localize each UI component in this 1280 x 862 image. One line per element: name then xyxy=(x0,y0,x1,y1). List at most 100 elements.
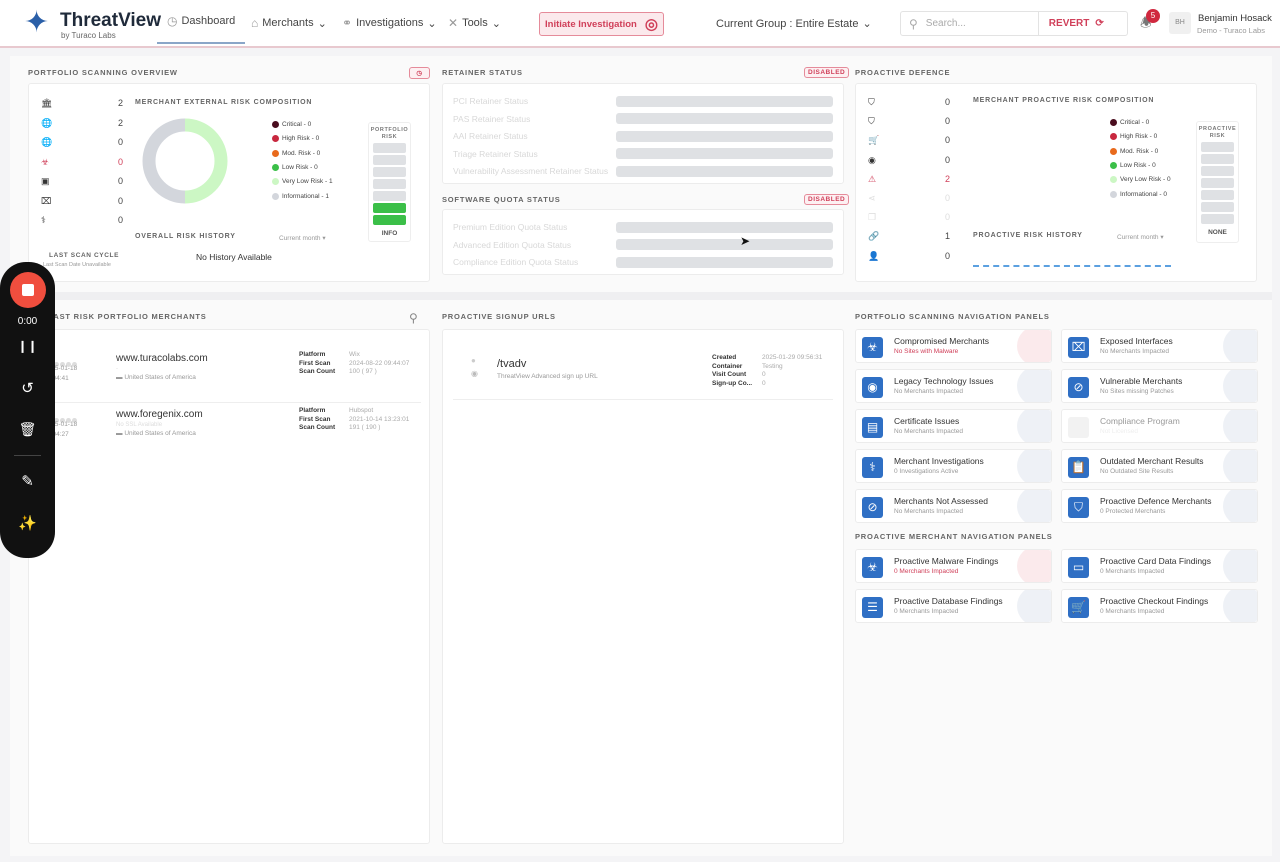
nav-tools[interactable]: ✕ Tools ⌄ xyxy=(448,16,501,30)
proactive-period-dropdown[interactable]: Current month ▾ xyxy=(1117,234,1164,241)
stat-value: 0 xyxy=(944,135,950,146)
nav-panel-certificate-issues[interactable]: ▤ Certificate Issues No Merchants Impacted xyxy=(855,409,1052,443)
merchant-url[interactable]: www.turacolabs.com xyxy=(116,353,208,364)
panel-sub: 0 Investigations Active xyxy=(894,468,959,475)
stat-row[interactable]: 🌐 0 xyxy=(41,137,123,148)
status-label: AAI Retainer Status xyxy=(453,131,528,142)
signup-details: Created 2025-01-29 09:56:31 Container Testi… xyxy=(712,354,822,388)
first-scan-label: First Scan xyxy=(299,359,331,367)
legend-label: High Risk - 0 xyxy=(1120,133,1158,141)
nav-panel-proactive-database-findings[interactable]: ☰ Proactive Database Findings 0 Merchants … xyxy=(855,589,1052,623)
stat-row[interactable]: 👤 0 xyxy=(868,251,950,262)
risk-level-bar xyxy=(373,203,406,213)
panel-name: Exposed Interfaces xyxy=(1100,336,1173,346)
merchant-url[interactable]: www.foregenix.com xyxy=(116,409,203,420)
panel-name: Proactive Database Findings xyxy=(894,596,1003,606)
stat-row[interactable]: ☣ 0 xyxy=(41,157,123,168)
nav-investigations[interactable]: ⚭ Investigations ⌄ xyxy=(342,16,437,30)
pause-icon[interactable]: ❙❙ xyxy=(17,339,38,353)
info-toggle-button[interactable]: ◷ xyxy=(409,67,430,79)
merchant-row[interactable]: ▦ 2025-01-18 ◷ 12:04:27 www.foregenix.co… xyxy=(29,403,429,459)
risk-level: INFO xyxy=(381,230,398,237)
stat-row[interactable]: 🔗 1 xyxy=(868,231,950,242)
platform: Hubspot xyxy=(349,407,374,414)
risk-donut-chart xyxy=(142,118,228,204)
stat-value: 2 xyxy=(944,173,950,184)
stat-value: 0 xyxy=(944,193,950,203)
panel-watermark xyxy=(1017,590,1051,622)
stop-recording-button[interactable] xyxy=(10,272,46,308)
nav-dashboard[interactable]: ◷ Dashboard xyxy=(157,0,246,44)
panel-sub: 0 Merchants Impacted xyxy=(894,568,959,575)
stat-row[interactable]: ⋖ 0 xyxy=(868,193,950,204)
risk-level-bar xyxy=(1201,166,1234,176)
bell-icon[interactable]: 🕭 xyxy=(1140,15,1152,30)
nav-panel-compliance-program[interactable]: Compliance Program Not Licensed xyxy=(1061,409,1258,443)
nav-panel-compromised-merchants[interactable]: ☣ Compromised Merchants No Sites with Malw… xyxy=(855,329,1052,363)
merchant-row[interactable]: ▦ 2025-01-18 ◷ 12:04:41 www.turacolabs.c… xyxy=(36,347,421,403)
stat-row[interactable]: ⚕ 0 xyxy=(41,215,123,226)
legend-label: Low Risk - 0 xyxy=(1120,161,1156,169)
risk-level-bar xyxy=(1201,142,1234,152)
nav-panel-outdated-merchant-results[interactable]: 📋 Outdated Merchant Results No Outdated Si… xyxy=(1061,449,1258,483)
app-title: ThreatView xyxy=(60,10,162,31)
stat-row[interactable]: 🌐 2 xyxy=(41,118,123,129)
nav-panel-proactive-defence-merchants[interactable]: ⛉ Proactive Defence Merchants 0 Protected … xyxy=(1061,489,1258,523)
legend-swatch xyxy=(272,163,279,171)
initiate-investigation-button[interactable]: Initiate Investigation ◎ xyxy=(539,12,664,36)
stat-row[interactable]: ⌧ 0 xyxy=(41,196,123,207)
stat-row[interactable]: ▣ 0 xyxy=(41,176,123,187)
avatar[interactable]: BH xyxy=(1169,12,1191,34)
signup-path[interactable]: /tvadv xyxy=(497,358,527,370)
legend-item: Critical - 0 xyxy=(272,121,311,128)
nav-panel-legacy-technology-issues[interactable]: ◉ Legacy Technology Issues No Merchants Im… xyxy=(855,369,1052,403)
search-icon[interactable]: ⚲ xyxy=(409,311,418,325)
merchant-country: ▬ United States of America xyxy=(116,430,196,437)
proactive-title: PROACTIVE DEFENCE xyxy=(855,68,951,77)
group-selector[interactable]: Current Group : Entire Estate ⌄ xyxy=(716,17,872,31)
nav-panel-proactive-checkout-findings[interactable]: 🛒 Proactive Checkout Findings 0 Merchants … xyxy=(1061,589,1258,623)
pen-icon[interactable]: ✎ xyxy=(21,473,34,490)
merchant-details: Platform Hubspot First Scan 2021-10-14 13:2… xyxy=(299,407,409,433)
nav-panel-merchant-investigations[interactable]: ⚕ Merchant Investigations 0 Investigations… xyxy=(855,449,1052,483)
revert-button[interactable]: REVERT ⟳ xyxy=(1037,12,1114,35)
risk-level-bar xyxy=(373,215,406,225)
nav-panel-proactive-card-data-findings[interactable]: ▭ Proactive Card Data Findings 0 Merchants… xyxy=(1061,549,1258,583)
stat-row[interactable]: ❐ 0 xyxy=(868,212,950,223)
legend-swatch xyxy=(1110,176,1117,184)
signup-title: PROACTIVE SIGNUP URLS xyxy=(442,312,556,321)
created-label: Created xyxy=(712,354,737,361)
stat-row[interactable]: ⛉ 0 xyxy=(868,97,950,108)
stat-value: 0 xyxy=(944,97,950,107)
status-bar xyxy=(616,165,833,177)
panel-name: Merchant Investigations xyxy=(894,456,984,466)
period-dropdown[interactable]: Current month ▾ xyxy=(279,235,326,242)
legend-item: Informational - 1 xyxy=(272,192,329,200)
stat-row[interactable]: ◉ 0 xyxy=(868,155,950,166)
stat-row[interactable]: 🛒 0 xyxy=(868,135,950,146)
effects-icon[interactable]: ✨ xyxy=(18,515,37,532)
chevron-down-icon: ⌄ xyxy=(491,17,501,30)
nav-panel-vulnerable-merchants[interactable]: ⊘ Vulnerable Merchants No Sites missing Pa… xyxy=(1061,369,1258,403)
nav-panel-exposed-interfaces[interactable]: ⌧ Exposed Interfaces No Merchants Impacted xyxy=(1061,329,1258,363)
globe-icon: 🌐 xyxy=(41,117,53,128)
stat-value: 2 xyxy=(117,98,123,108)
user-name[interactable]: Benjamin Hosack xyxy=(1198,13,1272,24)
panel-sub: No Merchants Impacted xyxy=(894,508,964,515)
legend-item: Informational - 0 xyxy=(1110,190,1167,198)
stat-row[interactable]: 🏛 2 xyxy=(41,98,123,109)
button-label: Initiate Investigation xyxy=(545,18,637,30)
risk-level-bar xyxy=(1201,214,1234,224)
stat-value: 0 xyxy=(944,116,950,127)
nav-merchants[interactable]: ⌂ Merchants ⌄ xyxy=(251,16,327,30)
stat-row[interactable]: ⛉ 0 xyxy=(868,116,950,127)
nav-panel-merchants-not-assessed[interactable]: ⊘ Merchants Not Assessed No Merchants Impa… xyxy=(855,489,1052,523)
signup-row[interactable]: ● ◉ /tvadv ThreatView Advanced sign up UR… xyxy=(453,345,833,400)
stat-row[interactable]: ⚠ 2 xyxy=(868,174,950,185)
trash-icon[interactable]: 🗑 xyxy=(18,421,37,437)
webcam-icon: ◉ xyxy=(862,377,883,398)
nav-panel-proactive-malware-findings[interactable]: ☣ Proactive Malware Findings 0 Merchants I… xyxy=(855,549,1052,583)
restart-icon[interactable]: ↺ xyxy=(21,380,34,397)
search-input[interactable]: Search... xyxy=(925,18,966,29)
logo-bird-icon: ✦ xyxy=(24,6,50,39)
